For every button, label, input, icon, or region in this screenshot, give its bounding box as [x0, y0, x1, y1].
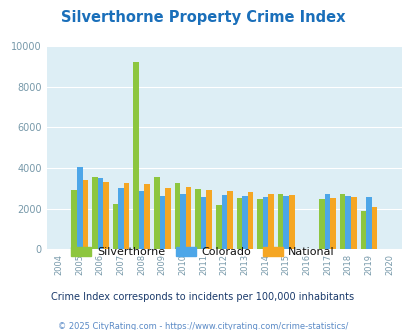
Bar	[365, 197, 371, 249]
Bar	[97, 178, 103, 249]
Bar	[288, 195, 294, 249]
Bar	[268, 194, 273, 249]
Legend: Silverthorne, Colorado, National: Silverthorne, Colorado, National	[67, 243, 338, 262]
Bar	[206, 190, 211, 249]
Text: Silverthorne Property Crime Index: Silverthorne Property Crime Index	[61, 10, 344, 25]
Bar	[360, 211, 365, 249]
Bar	[324, 194, 330, 249]
Bar	[82, 180, 88, 249]
Bar	[159, 196, 165, 249]
Bar	[236, 198, 242, 249]
Bar	[221, 195, 226, 249]
Text: © 2025 CityRating.com - https://www.cityrating.com/crime-statistics/: © 2025 CityRating.com - https://www.city…	[58, 322, 347, 330]
Bar	[350, 197, 356, 249]
Bar	[330, 198, 335, 249]
Bar	[180, 194, 185, 249]
Bar	[92, 177, 97, 249]
Bar	[185, 187, 191, 249]
Bar	[200, 197, 206, 249]
Bar	[247, 192, 253, 249]
Bar	[339, 194, 345, 249]
Bar	[165, 188, 170, 249]
Bar	[215, 205, 221, 249]
Bar	[371, 207, 376, 249]
Bar	[226, 191, 232, 249]
Bar	[133, 62, 139, 249]
Bar	[153, 177, 159, 249]
Bar	[71, 190, 77, 249]
Bar	[345, 196, 350, 249]
Bar	[113, 204, 118, 249]
Bar	[144, 183, 150, 249]
Text: Crime Index corresponds to incidents per 100,000 inhabitants: Crime Index corresponds to incidents per…	[51, 292, 354, 302]
Bar	[124, 183, 129, 249]
Bar	[257, 199, 262, 249]
Bar	[118, 188, 124, 249]
Bar	[318, 199, 324, 249]
Bar	[242, 196, 247, 249]
Bar	[277, 194, 283, 249]
Bar	[77, 167, 82, 249]
Bar	[103, 182, 109, 249]
Bar	[174, 183, 180, 249]
Bar	[283, 196, 288, 249]
Bar	[195, 189, 200, 249]
Bar	[139, 191, 144, 249]
Bar	[262, 197, 268, 249]
